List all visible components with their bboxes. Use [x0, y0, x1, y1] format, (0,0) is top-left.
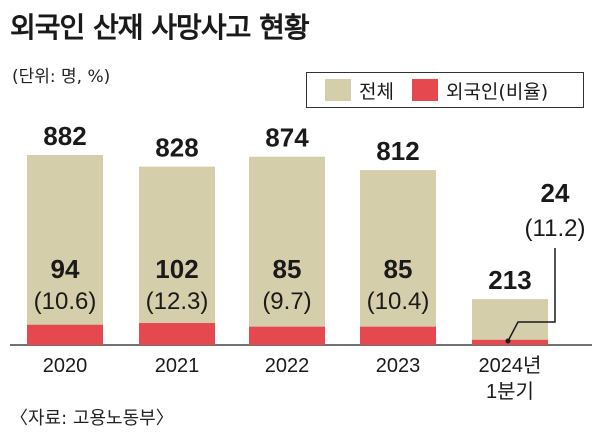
legend-swatch-total: [325, 79, 351, 101]
category-label-3: 2023: [376, 355, 421, 377]
ratio-label-3: (10.4): [367, 288, 430, 315]
total-label-0: 882: [43, 121, 86, 151]
ratio-label-1: (12.3): [146, 288, 209, 315]
bar-total-0: [27, 155, 103, 345]
chart-title: 외국인 산재 사망사고 현황: [10, 11, 310, 44]
bar-foreign-3: [360, 326, 436, 345]
total-label-2: 874: [265, 123, 309, 153]
ratio-label-2: (9.7): [262, 288, 311, 315]
category-label-4: 2024년: [479, 354, 542, 377]
callout-leader: [507, 248, 556, 342]
foreign-label-0: 94: [51, 254, 80, 284]
source-note: 〈자료: 고용노동부〉: [10, 408, 174, 429]
legend: 전체 외국인(비율): [306, 72, 584, 108]
total-label-3: 812: [376, 136, 419, 166]
total-label-1: 828: [155, 133, 198, 163]
ratio-label-0: (10.6): [34, 288, 97, 315]
bar-total-1: [139, 166, 215, 345]
bar-foreign-2: [249, 326, 325, 345]
foreign-label-1: 102: [155, 254, 198, 284]
category-label-1: 2021: [155, 355, 200, 377]
foreign-label-2: 85: [273, 254, 302, 284]
legend-label-foreign: 외국인(비율): [445, 80, 549, 103]
legend-swatch-foreign: [411, 79, 438, 101]
ratio-label-4: (11.2): [525, 215, 586, 242]
bar-foreign-1: [139, 323, 215, 345]
bar-foreign-0: [27, 324, 103, 345]
unit-label: (단위: 명, %): [12, 67, 111, 87]
category-label-0: 2020: [43, 355, 88, 377]
foreign-label-3: 85: [384, 254, 413, 284]
category-label-2: 2022: [265, 355, 310, 377]
category-label-4-1: 1분기: [486, 380, 534, 403]
callout-dot: [505, 338, 511, 344]
bar-total-3: [360, 170, 436, 345]
total-label-4: 213: [488, 265, 531, 295]
foreign-label-4: 24: [541, 178, 570, 208]
legend-label-total: 전체: [359, 80, 394, 103]
bar-total-2: [249, 156, 325, 345]
